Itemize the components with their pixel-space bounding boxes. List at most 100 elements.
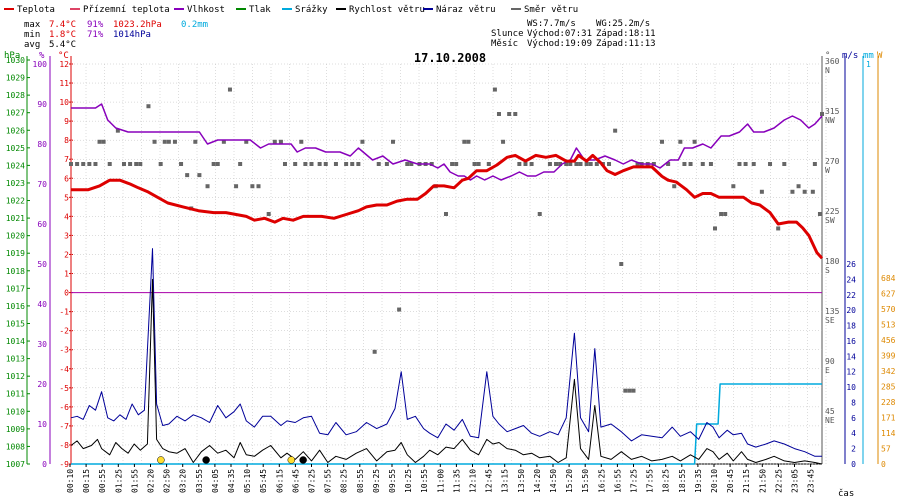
x-tick-label: 06:15 [275,469,284,493]
wind-direction-point [372,349,377,354]
legend-label: Srážky [295,5,328,15]
wind-direction-point [578,162,583,166]
speed-tick-label: 8 [851,398,856,407]
wind-direction-point [719,212,724,216]
wind-direction-point [554,162,559,166]
sun-moon-panel: WS:7.7m/s WG:25.2m/s Slunce Východ:07:31… [491,19,656,49]
x-tick-label: 23:45 [807,469,816,493]
wind-direction-point [466,139,471,144]
pressure-tick-label: 1020 [6,232,25,241]
radiation-tick-label: 627 [881,290,896,299]
wind-direction-point [376,162,381,166]
wind-direction-point [574,162,579,166]
x-tick-label: 16:25 [597,469,606,493]
x-tick-label: 01:55 [130,469,139,493]
wind-direction-point [299,139,304,144]
wind-direction-point [356,162,361,166]
wind-direction-point [496,112,501,116]
pressure-tick-label: 1030 [6,56,25,65]
wind-direction-point [450,162,455,166]
marker-moon-set [202,456,210,464]
wind-direction-point [708,162,713,166]
wind-direction-point [333,162,338,166]
wind-direction-point [796,184,801,189]
pressure-tick-label: 1018 [6,267,25,276]
legend-label: Vlhkost [187,5,225,15]
wind-direction-point [75,162,80,166]
wind-direction-point [97,139,102,144]
x-tick-label: 04:35 [227,469,236,493]
x-tick-label: 02:50 [163,469,172,493]
x-tick-label: 08:25 [340,469,349,493]
series-line-teplota [71,153,824,260]
wind-direction-point [234,184,239,189]
stats-avg-label: avg [24,40,40,50]
legend-label: Tlak [249,5,271,15]
speed-tick-label: 18 [846,322,856,331]
wind-direction-point [350,162,355,166]
wind-direction-point [278,139,283,144]
series-line-rychlost-větru [70,278,823,465]
x-tick-label: 09:25 [372,469,381,493]
wind-direction-point [751,162,756,166]
axes: 1007100810091010101110121013101410151016… [6,56,896,469]
temperature-tick-label: 8 [64,136,69,145]
wind-speed-summary: WS:7.7m/s [527,19,576,29]
speed-tick-label: 20 [846,306,856,315]
speed-tick-label: 4 [851,429,856,438]
x-tick-label: 17:25 [630,469,639,493]
direction-compass-label: NW [825,116,835,125]
pressure-tick-label: 1023 [6,179,25,188]
direction-tick-label: 315 [825,107,840,116]
sun-rise: Východ:07:31 [527,29,592,39]
x-tick-label: 13:50 [517,469,526,493]
wind-direction-point [810,189,815,194]
temperature-tick-label: -2 [59,327,69,336]
unit-celsius: °C [58,51,69,61]
wind-direction-point [162,139,167,144]
humidity-tick-label: 20 [37,380,47,389]
direction-compass-label: SE [825,316,835,325]
x-tick-label: 01:25 [114,469,123,493]
speed-tick-label: 10 [846,383,856,392]
wind-direction-point [87,162,92,166]
wind-direction-point [384,162,389,166]
series-line-náraz-větru [70,248,822,457]
x-tick-label: 03:55 [195,469,204,493]
x-tick-label: 21:15 [742,469,751,493]
plot-area [69,87,824,465]
wind-direction-point [166,139,171,144]
wind-direction-point [391,139,396,144]
x-tick-label: 07:25 [308,469,317,493]
legend-label: Přízemní teplota [83,5,170,15]
stats-max-temp: 7.4°C [49,20,76,30]
moon-label: Měsíc [491,39,518,49]
wind-direction-point [492,87,497,92]
wind-direction-point [672,184,677,189]
radiation-tick-label: 399 [881,352,896,361]
radiation-tick-label: 513 [881,321,896,330]
wind-direction-point [584,162,589,166]
wind-direction-point [507,112,512,116]
wind-direction-point [205,184,210,189]
x-tick-label: 00:10 [66,469,75,493]
temperature-tick-label: 1 [64,270,69,279]
wind-direction-point [627,388,632,393]
radiation-tick-label: 0 [881,460,886,469]
speed-tick-label: 2 [851,445,856,454]
wind-direction-point [158,162,163,166]
temperature-tick-label: 0 [64,289,69,298]
pressure-tick-label: 1007 [6,460,25,469]
wind-direction-point [564,162,569,166]
x-tick-label: 23:05 [791,469,800,493]
wind-direction-point [594,162,599,166]
wind-direction-point [81,162,86,166]
radiation-tick-label: 684 [881,274,896,283]
x-tick-label: 02:20 [147,469,156,493]
sun-set: Západ:18:11 [596,29,656,39]
temperature-tick-label: -5 [59,384,69,393]
x-tick-label: 11:00 [436,469,445,493]
wind-direction-point [635,162,640,166]
wind-direction-point [93,162,98,166]
wind-direction-point [197,173,202,178]
